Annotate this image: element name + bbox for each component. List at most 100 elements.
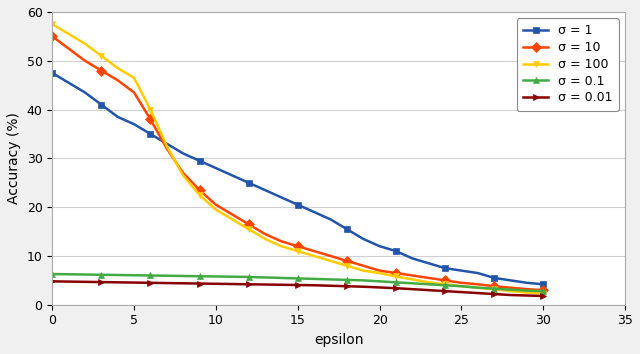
σ = 10 (163, 147, 171, 151)
σ = 100 (360, 268, 367, 273)
σ = 100 (326, 259, 334, 263)
σ = 1 (507, 278, 515, 282)
σ = 10 (97, 68, 105, 73)
σ = 1 (81, 90, 89, 95)
σ = 0.1 (343, 278, 351, 282)
σ = 1 (425, 261, 433, 266)
σ = 0.01 (278, 282, 285, 287)
σ = 0.01 (163, 281, 171, 285)
σ = 0.01 (540, 294, 547, 298)
σ = 1 (179, 152, 187, 156)
σ = 1 (392, 249, 400, 253)
σ = 1 (408, 256, 416, 261)
σ = 100 (278, 244, 285, 249)
σ = 10 (130, 90, 138, 95)
σ = 100 (130, 76, 138, 80)
σ = 0.01 (441, 289, 449, 293)
Line: σ = 0.01: σ = 0.01 (49, 278, 547, 299)
σ = 100 (245, 227, 253, 231)
σ = 1 (245, 181, 253, 185)
σ = 10 (408, 273, 416, 278)
σ = 0.01 (179, 281, 187, 285)
σ = 0.01 (474, 291, 482, 295)
σ = 10 (326, 254, 334, 258)
σ = 10 (147, 117, 154, 121)
σ = 1 (458, 268, 465, 273)
σ = 100 (425, 280, 433, 285)
σ = 0.01 (97, 280, 105, 284)
σ = 10 (212, 202, 220, 207)
σ = 1 (196, 159, 204, 163)
X-axis label: epsilon: epsilon (314, 333, 364, 347)
σ = 10 (261, 232, 269, 236)
σ = 10 (196, 188, 204, 192)
σ = 0.1 (163, 274, 171, 278)
σ = 10 (441, 278, 449, 282)
σ = 100 (392, 274, 400, 279)
Y-axis label: Accuracy (%): Accuracy (%) (7, 113, 21, 204)
σ = 100 (114, 66, 122, 70)
σ = 0.01 (294, 283, 301, 287)
σ = 100 (65, 32, 72, 36)
σ = 0.1 (228, 275, 236, 279)
σ = 0.01 (310, 283, 318, 287)
σ = 1 (360, 237, 367, 241)
σ = 0.01 (147, 281, 154, 285)
σ = 0.1 (294, 276, 301, 281)
σ = 10 (360, 264, 367, 268)
Line: σ = 1: σ = 1 (49, 69, 547, 288)
σ = 0.1 (49, 272, 56, 276)
σ = 1 (523, 281, 531, 285)
σ = 100 (490, 287, 498, 291)
σ = 1 (441, 266, 449, 270)
σ = 10 (490, 284, 498, 289)
σ = 0.01 (228, 282, 236, 286)
σ = 100 (196, 193, 204, 197)
σ = 0.1 (81, 272, 89, 276)
σ = 0.01 (523, 293, 531, 298)
σ = 100 (474, 286, 482, 290)
σ = 0.1 (360, 278, 367, 282)
σ = 0.01 (408, 287, 416, 291)
σ = 0.1 (490, 286, 498, 291)
σ = 1 (147, 132, 154, 136)
σ = 1 (326, 217, 334, 222)
σ = 10 (376, 268, 383, 273)
σ = 0.01 (360, 285, 367, 289)
σ = 100 (310, 254, 318, 258)
σ = 1 (490, 276, 498, 280)
Line: σ = 100: σ = 100 (49, 21, 547, 297)
σ = 0.1 (523, 289, 531, 293)
σ = 100 (81, 41, 89, 46)
σ = 0.01 (245, 282, 253, 286)
σ = 100 (228, 217, 236, 222)
σ = 0.1 (326, 277, 334, 281)
σ = 10 (294, 244, 301, 249)
Legend: σ = 1, σ = 10, σ = 100, σ = 0.1, σ = 0.01: σ = 1, σ = 10, σ = 100, σ = 0.1, σ = 0.0… (517, 18, 619, 111)
σ = 0.1 (540, 289, 547, 293)
σ = 10 (458, 281, 465, 285)
σ = 100 (540, 291, 547, 296)
σ = 0.1 (376, 279, 383, 284)
σ = 0.1 (130, 273, 138, 278)
σ = 10 (65, 46, 72, 51)
Line: σ = 0.1: σ = 0.1 (49, 270, 547, 295)
σ = 0.1 (245, 275, 253, 279)
σ = 1 (310, 210, 318, 214)
σ = 1 (294, 202, 301, 207)
σ = 10 (425, 276, 433, 280)
σ = 0.01 (65, 279, 72, 284)
σ = 0.01 (212, 282, 220, 286)
σ = 100 (212, 207, 220, 212)
σ = 0.1 (196, 274, 204, 278)
σ = 1 (130, 122, 138, 126)
σ = 0.1 (474, 286, 482, 290)
σ = 10 (49, 34, 56, 39)
σ = 0.01 (261, 282, 269, 287)
σ = 0.1 (65, 272, 72, 276)
σ = 0.01 (392, 286, 400, 290)
σ = 10 (179, 171, 187, 175)
σ = 0.1 (392, 280, 400, 285)
σ = 1 (65, 81, 72, 85)
σ = 0.1 (441, 283, 449, 287)
